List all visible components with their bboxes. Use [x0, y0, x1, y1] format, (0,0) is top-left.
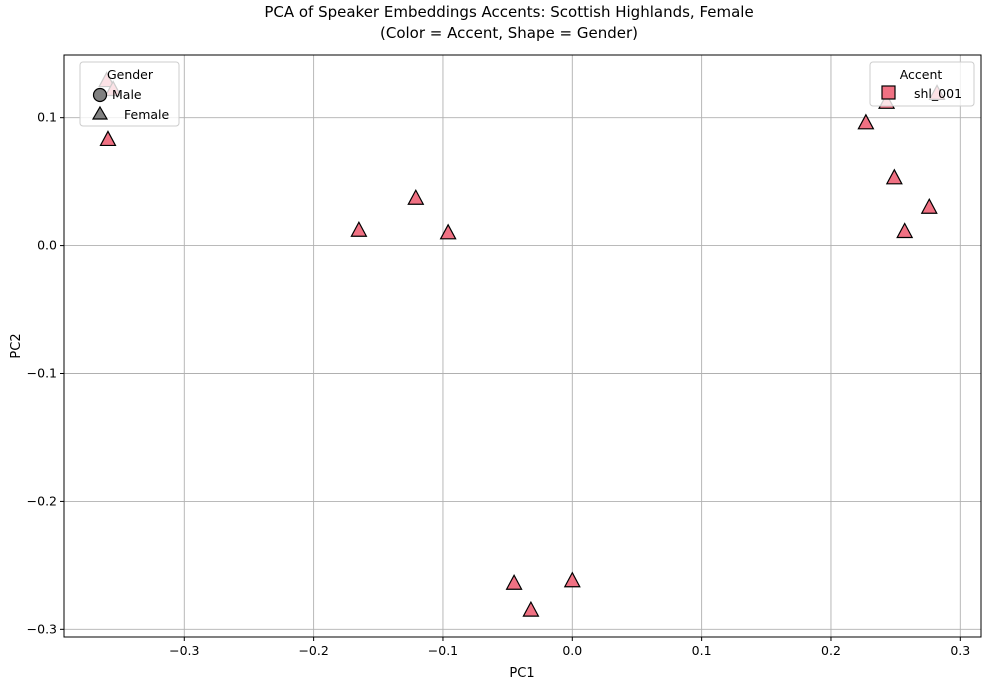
- x-tick-label: 0.3: [950, 643, 970, 658]
- gender-legend-female-label: Female: [124, 107, 170, 122]
- x-tick-label: 0.1: [692, 643, 712, 658]
- x-tick-label: 0.0: [562, 643, 582, 658]
- y-tick-label: −0.2: [27, 493, 57, 508]
- data-point-triangle: [920, 197, 938, 214]
- chart-title-line1: PCA of Speaker Embeddings Accents: Scott…: [264, 3, 753, 21]
- accent-legend-title: Accent: [900, 67, 943, 82]
- gender-legend-title: Gender: [107, 67, 154, 82]
- x-tick-label: −0.3: [169, 643, 199, 658]
- x-axis-ticks: −0.3 −0.2 −0.1 0.0 0.1 0.2 0.3: [169, 637, 970, 658]
- data-point-triangle: [99, 130, 117, 147]
- data-point-triangle: [439, 223, 457, 240]
- y-axis-label: PC2: [9, 333, 24, 358]
- chart-title-line2: (Color = Accent, Shape = Gender): [380, 24, 638, 42]
- accent-legend-marker: [881, 85, 896, 100]
- x-tick-label: −0.1: [428, 643, 458, 658]
- y-tick-label: 0.0: [37, 238, 57, 253]
- plot-frame: [63, 54, 982, 638]
- x-tick-label: 0.2: [821, 643, 841, 658]
- data-point-triangle: [505, 574, 523, 590]
- y-tick-label: 0.1: [37, 110, 57, 125]
- plot-area: [64, 55, 981, 637]
- data-point-triangle: [896, 222, 914, 239]
- gender-legend-female-marker: [91, 105, 109, 120]
- y-axis-ticks: −0.3 −0.2 −0.1 0.0 0.1: [27, 110, 64, 636]
- accent-legend: Accent shl_001: [869, 61, 975, 107]
- data-point-triangle: [350, 220, 368, 237]
- data-point-triangle: [563, 571, 581, 588]
- accent-legend-label: shl_001: [914, 86, 962, 101]
- x-tick-label: −0.2: [298, 643, 328, 658]
- grid-lines: [64, 55, 981, 637]
- gender-legend-male-marker: [92, 87, 108, 103]
- gender-legend-frame: [79, 61, 180, 127]
- gender-legend: Gender Male Female: [79, 61, 180, 127]
- accent-legend-frame: [869, 61, 975, 107]
- gender-legend-male-label: Male: [112, 87, 142, 102]
- data-point-triangle: [407, 188, 425, 205]
- data-point-triangle: [857, 113, 875, 130]
- data-point-triangle: [522, 600, 540, 617]
- data-point-triangle: [885, 168, 903, 185]
- y-tick-label: −0.3: [27, 621, 57, 636]
- y-tick-label: −0.1: [27, 366, 57, 381]
- x-axis-label: PC1: [509, 666, 534, 681]
